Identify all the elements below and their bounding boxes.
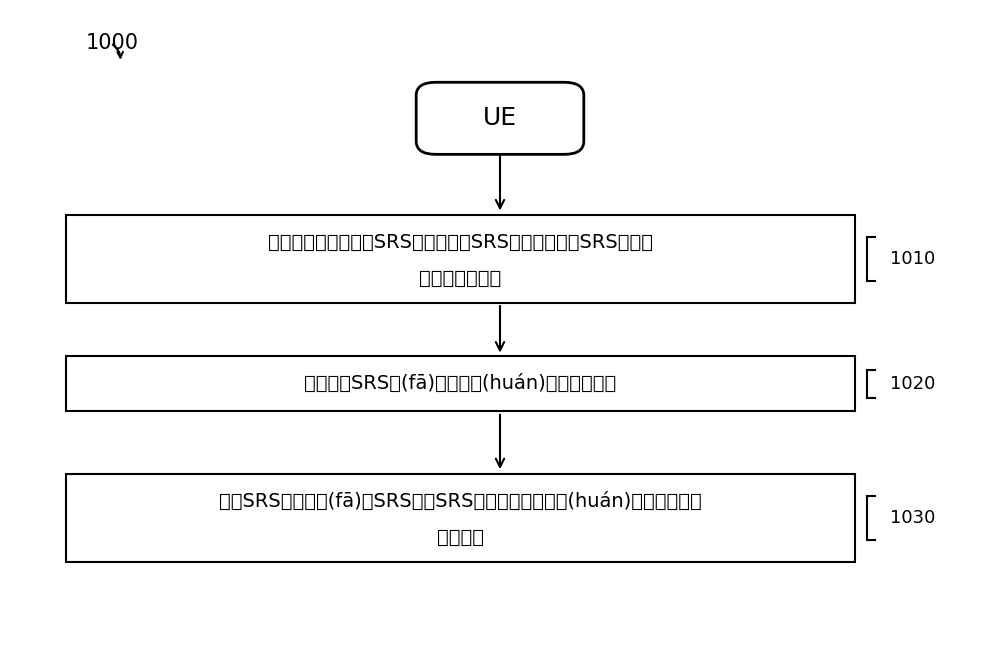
Text: UE: UE (483, 106, 517, 130)
FancyBboxPatch shape (66, 474, 855, 562)
Text: 一個或多個參數: 一個或多個參數 (419, 270, 502, 288)
Text: 接收探測參考信號（SRS）配置，該SRS配置包括定義SRS資源的: 接收探測參考信號（SRS）配置，該SRS配置包括定義SRS資源的 (268, 233, 653, 252)
Text: 1010: 1010 (890, 250, 935, 268)
Text: 接收用于SRS發(fā)送的循環(huán)移位跳頻參數: 接收用于SRS發(fā)送的循環(huán)移位跳頻參數 (304, 374, 617, 393)
Text: 來配置的: 來配置的 (437, 528, 484, 547)
Text: 1020: 1020 (890, 375, 935, 393)
FancyBboxPatch shape (416, 82, 584, 155)
FancyBboxPatch shape (66, 215, 855, 303)
Text: 在該SRS資源上發(fā)送SRS，該SRS是根據至少該循環(huán)移位跳頻參數: 在該SRS資源上發(fā)送SRS，該SRS是根據至少該循環(huán)移位跳頻… (219, 492, 702, 511)
Text: 1000: 1000 (86, 33, 139, 53)
FancyBboxPatch shape (66, 356, 855, 411)
Text: 1030: 1030 (890, 509, 935, 527)
